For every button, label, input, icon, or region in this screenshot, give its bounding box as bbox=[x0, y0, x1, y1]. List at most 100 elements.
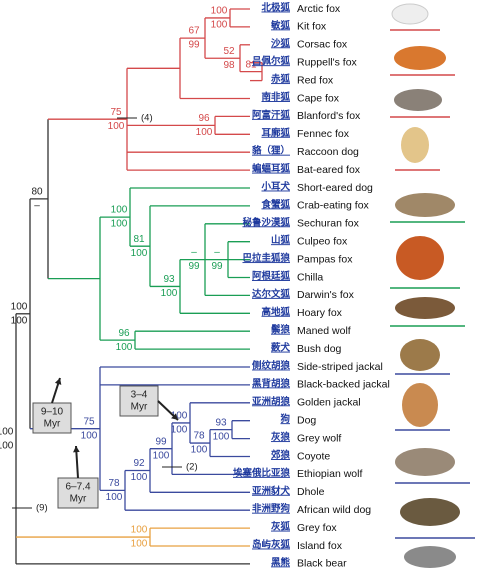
species-english-name: Arctic fox bbox=[297, 3, 341, 15]
species-chinese-name: 亚洲胡狼 bbox=[252, 395, 291, 407]
support-value: 100 bbox=[11, 315, 28, 326]
annotation: (9) bbox=[36, 503, 48, 514]
species-english-name: Black-backed jackal bbox=[297, 379, 390, 391]
species-chinese-name: 蝙蝠耳狐 bbox=[252, 163, 291, 175]
support-value: 100 bbox=[171, 425, 188, 436]
species-chinese-name: 黑背胡狼 bbox=[252, 377, 291, 389]
species-chinese-name: 敏狐 bbox=[270, 19, 291, 31]
species-chinese-name: 沙狐 bbox=[271, 37, 291, 49]
support-value: 99 bbox=[211, 261, 223, 272]
species-english-name: Side-striped jackal bbox=[297, 361, 383, 373]
support-value: 93 bbox=[215, 417, 227, 428]
time-box-label: Myr bbox=[70, 494, 87, 505]
species-english-name: Culpeo fox bbox=[297, 235, 348, 247]
support-value: 75 bbox=[110, 107, 122, 118]
species-english-name: African wild dog bbox=[297, 504, 371, 516]
arrow-head bbox=[73, 446, 80, 453]
species-english-name: Black bear bbox=[297, 558, 347, 570]
time-box-label: 9–10 bbox=[41, 407, 64, 418]
support-value: 100 bbox=[116, 342, 133, 353]
species-chinese-name: 达尔文狐 bbox=[252, 288, 291, 300]
species-chinese-name: 小耳犬 bbox=[260, 181, 290, 193]
species-chinese-name: 郊狼 bbox=[271, 449, 291, 461]
time-box-label: 3–4 bbox=[131, 390, 148, 401]
support-value: 100 bbox=[81, 430, 98, 441]
support-value: 100 bbox=[196, 127, 213, 138]
species-chinese-name: 巴拉圭狐狼 bbox=[242, 252, 290, 264]
species-chinese-name: 黑熊 bbox=[271, 556, 291, 568]
support-value: 67 bbox=[188, 26, 200, 37]
species-chinese-name: 秘鲁沙漠狐 bbox=[242, 216, 290, 228]
species-chinese-name: 埃塞俄比亚狼 bbox=[233, 467, 291, 479]
support-value: 100 bbox=[106, 492, 123, 503]
support-value: 100 bbox=[171, 411, 188, 422]
species-english-name: Fennec fox bbox=[297, 128, 350, 140]
species-english-name: Bush dog bbox=[297, 343, 342, 355]
support-value: 80 bbox=[31, 187, 43, 198]
species-chinese-name: 山狐 bbox=[271, 234, 291, 246]
support-value: 100 bbox=[0, 440, 14, 451]
species-english-name: Hoary fox bbox=[297, 307, 343, 319]
species-english-name: Darwin's fox bbox=[297, 289, 355, 301]
species-english-name: Pampas fox bbox=[297, 253, 353, 265]
support-value: 75 bbox=[83, 416, 95, 427]
support-value: 78 bbox=[108, 478, 120, 489]
species-english-name: Sechuran fox bbox=[297, 218, 360, 230]
species-english-name: Corsac fox bbox=[297, 39, 348, 51]
time-box-label: Myr bbox=[44, 419, 61, 430]
support-value: 100 bbox=[213, 431, 230, 442]
species-english-name: Island fox bbox=[297, 540, 343, 552]
species-chinese-name: 鬃狼 bbox=[271, 324, 291, 336]
annotation: (2) bbox=[186, 462, 198, 473]
animal-illustrations bbox=[390, 3, 475, 568]
support-value: 100 bbox=[211, 6, 228, 17]
species-chinese-name: 薮犬 bbox=[271, 342, 291, 354]
support-value: – bbox=[34, 201, 40, 212]
support-value: 100 bbox=[153, 450, 170, 461]
time-box bbox=[119, 385, 159, 417]
support-value: 98 bbox=[223, 60, 235, 71]
species-english-name: Red fox bbox=[297, 74, 334, 86]
species-english-name: Blanford's fox bbox=[297, 110, 361, 122]
annotation: (4) bbox=[141, 113, 153, 124]
species-chinese-name: 非洲野狗 bbox=[252, 503, 291, 515]
species-english-name: Dhole bbox=[297, 486, 325, 498]
species-chinese-name: 北极狐 bbox=[261, 2, 290, 14]
species-english-name: Golden jackal bbox=[297, 397, 361, 409]
support-value: 78 bbox=[193, 431, 205, 442]
support-value: 99 bbox=[188, 40, 200, 51]
species-english-name: Coyote bbox=[297, 450, 330, 462]
species-english-name: Kit fox bbox=[297, 21, 327, 33]
species-english-name: Maned wolf bbox=[297, 325, 351, 337]
support-value: – bbox=[214, 247, 220, 258]
support-value: 100 bbox=[131, 472, 148, 483]
species-chinese-name: 狗 bbox=[280, 413, 290, 425]
support-value: 100 bbox=[108, 121, 125, 132]
arrow-head bbox=[171, 413, 178, 420]
support-value: 100 bbox=[131, 248, 148, 259]
time-box bbox=[32, 402, 72, 434]
support-value: 99 bbox=[188, 261, 200, 272]
support-value: 96 bbox=[198, 113, 210, 124]
support-value: 100 bbox=[161, 288, 178, 299]
support-value: 96 bbox=[118, 328, 130, 339]
support-value: 92 bbox=[133, 458, 145, 469]
support-value: 81 bbox=[133, 234, 145, 245]
species-chinese-name: 吕佩尔狐 bbox=[252, 55, 291, 67]
species-english-name: Short-eared dog bbox=[297, 182, 373, 194]
species-chinese-name: 阿根廷狐 bbox=[252, 270, 291, 282]
support-value: 100 bbox=[0, 426, 14, 437]
species-chinese-name: 耳廓狐 bbox=[261, 127, 290, 139]
support-value: 52 bbox=[223, 46, 235, 57]
species-chinese-name: 灰狼 bbox=[271, 431, 291, 443]
time-box-label: Myr bbox=[131, 402, 148, 413]
support-value: – bbox=[191, 247, 197, 258]
species-english-name: Ethiopian wolf bbox=[297, 468, 362, 480]
support-value: 100 bbox=[111, 219, 128, 230]
species-english-name: Dog bbox=[297, 414, 316, 426]
species-english-name: Bat-eared fox bbox=[297, 164, 361, 176]
support-value: 100 bbox=[111, 205, 128, 216]
species-chinese-name: 亚洲豺犬 bbox=[252, 485, 291, 497]
species-chinese-name: 阿富汗狐 bbox=[252, 109, 291, 121]
